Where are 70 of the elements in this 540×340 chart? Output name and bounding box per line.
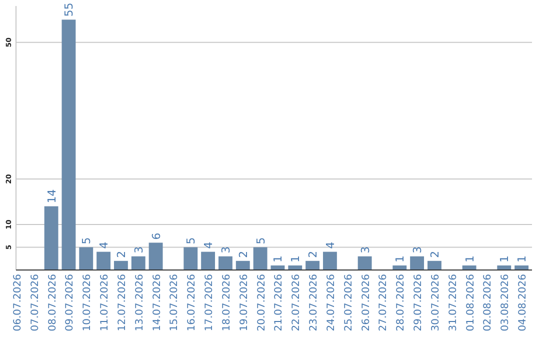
bar (148, 242, 163, 270)
bar (62, 20, 76, 270)
bar (427, 260, 442, 270)
x-tick-label: 15.07.2026 (169, 274, 180, 332)
data-label: 3 (132, 246, 146, 254)
data-label: 4 (98, 242, 111, 249)
bar (201, 252, 216, 270)
x-tick-label: 27.07.2026 (378, 274, 390, 332)
bar (306, 260, 320, 270)
bar (322, 252, 337, 270)
bar (184, 247, 198, 270)
bar (253, 247, 268, 270)
x-tick-label: 24.07.2026 (326, 274, 337, 332)
data-label: 4 (324, 242, 337, 249)
data-label: 1 (463, 255, 476, 262)
bar (96, 252, 111, 270)
data-label: 5 (80, 237, 94, 244)
data-label: 5 (254, 237, 268, 244)
x-tick-label: 18.07.2026 (221, 274, 232, 332)
x-tick-label: 10.07.2026 (82, 274, 94, 332)
data-label: 2 (428, 250, 442, 258)
x-tick-label: 06.07.2026 (12, 274, 24, 332)
bar (358, 256, 372, 270)
x-tick-label: 21.07.2026 (274, 274, 285, 332)
x-tick-label: 08.07.2026 (47, 274, 58, 332)
x-tick-label: 25.07.2026 (343, 274, 354, 332)
x-tick-label: 19.07.2026 (238, 274, 250, 332)
data-label: 55 (62, 2, 76, 17)
x-tick-label: 11.07.2026 (100, 274, 111, 332)
bar (218, 256, 232, 270)
data-label: 1 (272, 255, 285, 262)
data-label: 2 (236, 250, 250, 258)
x-tick-label: 13.07.2026 (134, 274, 146, 332)
x-tick-label: 17.07.2026 (204, 274, 216, 332)
data-label: 1 (516, 255, 529, 262)
data-label: 5 (184, 237, 198, 244)
data-label: 2 (114, 250, 128, 258)
data-label: 4 (202, 242, 216, 249)
x-tick-label: 29.07.2026 (413, 274, 424, 332)
bar (114, 260, 128, 270)
x-tick-label: 02.08.2026 (482, 274, 494, 332)
data-label: 3 (411, 246, 424, 254)
data-label: 14 (45, 189, 58, 204)
x-tick-label: 03.08.2026 (500, 274, 512, 332)
x-tick-label: 22.07.2026 (291, 274, 302, 332)
bar (236, 260, 250, 270)
bar (44, 206, 58, 270)
data-label: 1 (498, 255, 512, 262)
x-tick-label: 16.07.2026 (186, 274, 198, 332)
x-tick-label: 26.07.2026 (360, 274, 372, 332)
data-label: 6 (150, 232, 163, 240)
x-tick-label: 20.07.2026 (256, 274, 268, 332)
x-tick-label: 09.07.2026 (64, 274, 76, 332)
data-label: 1 (289, 255, 302, 262)
x-tick-label: 07.07.2026 (30, 274, 41, 332)
data-label: 3 (358, 246, 372, 254)
bar (131, 256, 146, 270)
bar (410, 256, 424, 270)
x-tick-label: 23.07.2026 (308, 274, 320, 332)
x-tick-label: 01.08.2026 (465, 274, 476, 332)
x-tick-label: 31.07.2026 (448, 274, 459, 332)
data-label: 1 (394, 255, 407, 262)
bar (79, 247, 94, 270)
x-tick-label: 12.07.2026 (116, 274, 128, 332)
x-tick-label: 28.07.2026 (396, 274, 407, 332)
data-label: 3 (219, 246, 232, 254)
data-label: 2 (306, 250, 320, 258)
x-tick-label: 14.07.2026 (152, 274, 163, 332)
x-tick-label: 30.07.2026 (430, 274, 442, 332)
x-tick-label: 04.08.2026 (518, 274, 529, 332)
